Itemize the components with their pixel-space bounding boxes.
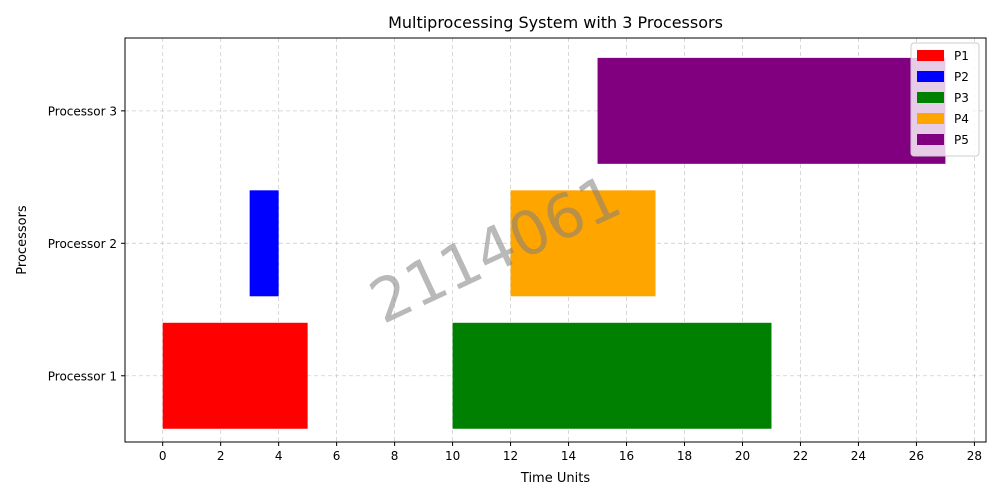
y-tick-label: Processor 3 (48, 104, 117, 118)
x-tick-label: 2 (217, 449, 225, 463)
x-tick-label: 20 (735, 449, 750, 463)
legend-label: P1 (954, 49, 969, 63)
plot-frame (124, 37, 987, 443)
bar-p5 (597, 57, 946, 164)
legend-label: P2 (954, 70, 969, 84)
x-tick-label: 12 (503, 449, 518, 463)
bar-p4 (510, 190, 656, 297)
x-tick-label: 10 (445, 449, 460, 463)
x-axis-label: Time Units (520, 471, 590, 486)
x-tick-label: 26 (909, 449, 924, 463)
y-axis-label: Processors (15, 205, 30, 275)
y-ticks: Processor 1 Processor 2 Processor 3 (48, 104, 125, 383)
bar-layer (162, 57, 946, 429)
chart-title: Multiprocessing System with 3 Processors (388, 13, 723, 32)
bar-p3 (452, 322, 772, 429)
x-tick-label: 16 (619, 449, 634, 463)
legend-label: P3 (954, 91, 969, 105)
y-tick-label: Processor 1 (48, 369, 117, 383)
bar-p1 (162, 322, 308, 429)
legend-label: P4 (954, 112, 969, 126)
legend-swatch-p1 (917, 50, 944, 61)
x-tick-label: 14 (561, 449, 576, 463)
legend: P1 P2 P3 P4 P5 (910, 42, 980, 157)
x-tick-label: 28 (967, 449, 982, 463)
legend-swatch-p2 (917, 71, 944, 82)
y-tick-label: Processor 2 (48, 237, 117, 251)
x-tick-label: 4 (275, 449, 283, 463)
legend-label: P5 (954, 133, 969, 147)
x-tick-label: 0 (159, 449, 167, 463)
bar-p2 (249, 190, 279, 297)
legend-swatch-p4 (917, 113, 944, 124)
x-tick-label: 22 (793, 449, 808, 463)
x-ticks: 0 2 4 6 8 10 12 14 16 18 20 22 24 26 28 (159, 442, 982, 463)
legend-swatch-p5 (917, 134, 944, 145)
x-tick-label: 24 (851, 449, 866, 463)
x-tick-label: 18 (677, 449, 692, 463)
x-tick-label: 6 (333, 449, 341, 463)
legend-swatch-p3 (917, 92, 944, 103)
x-tick-label: 8 (391, 449, 399, 463)
